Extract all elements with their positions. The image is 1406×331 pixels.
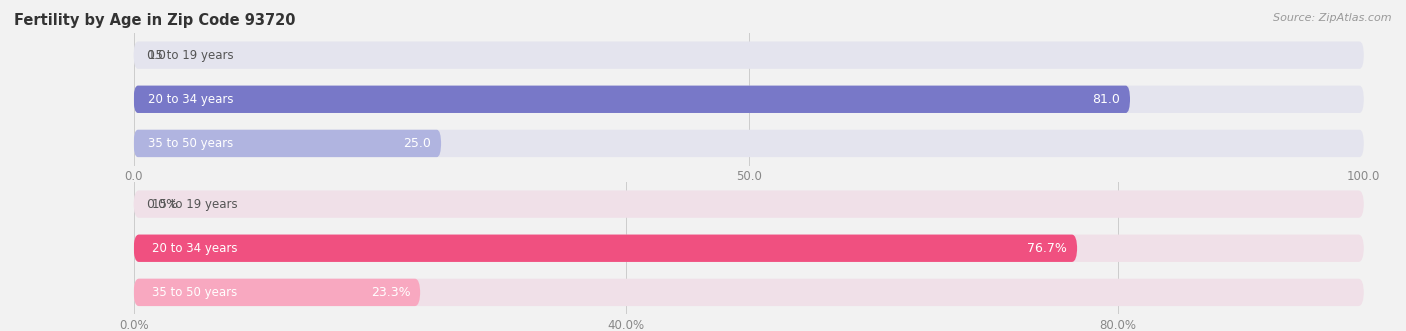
Text: Source: ZipAtlas.com: Source: ZipAtlas.com [1274, 13, 1392, 23]
FancyBboxPatch shape [134, 86, 1130, 113]
Text: 81.0: 81.0 [1092, 93, 1121, 106]
Text: Fertility by Age in Zip Code 93720: Fertility by Age in Zip Code 93720 [14, 13, 295, 28]
Text: 0.0: 0.0 [146, 49, 166, 62]
FancyBboxPatch shape [134, 190, 1364, 218]
Text: 20 to 34 years: 20 to 34 years [152, 242, 238, 255]
Text: 35 to 50 years: 35 to 50 years [152, 286, 238, 299]
FancyBboxPatch shape [134, 130, 1364, 157]
FancyBboxPatch shape [134, 235, 1364, 262]
Text: 23.3%: 23.3% [371, 286, 411, 299]
Text: 0.0%: 0.0% [146, 198, 179, 211]
Text: 20 to 34 years: 20 to 34 years [149, 93, 233, 106]
Text: 15 to 19 years: 15 to 19 years [152, 198, 238, 211]
FancyBboxPatch shape [134, 86, 1364, 113]
Text: 76.7%: 76.7% [1028, 242, 1067, 255]
Text: 15 to 19 years: 15 to 19 years [149, 49, 233, 62]
FancyBboxPatch shape [134, 235, 1077, 262]
FancyBboxPatch shape [134, 130, 441, 157]
FancyBboxPatch shape [134, 41, 1364, 69]
Text: 35 to 50 years: 35 to 50 years [149, 137, 233, 150]
FancyBboxPatch shape [134, 279, 1364, 306]
FancyBboxPatch shape [134, 279, 420, 306]
Text: 25.0: 25.0 [404, 137, 432, 150]
